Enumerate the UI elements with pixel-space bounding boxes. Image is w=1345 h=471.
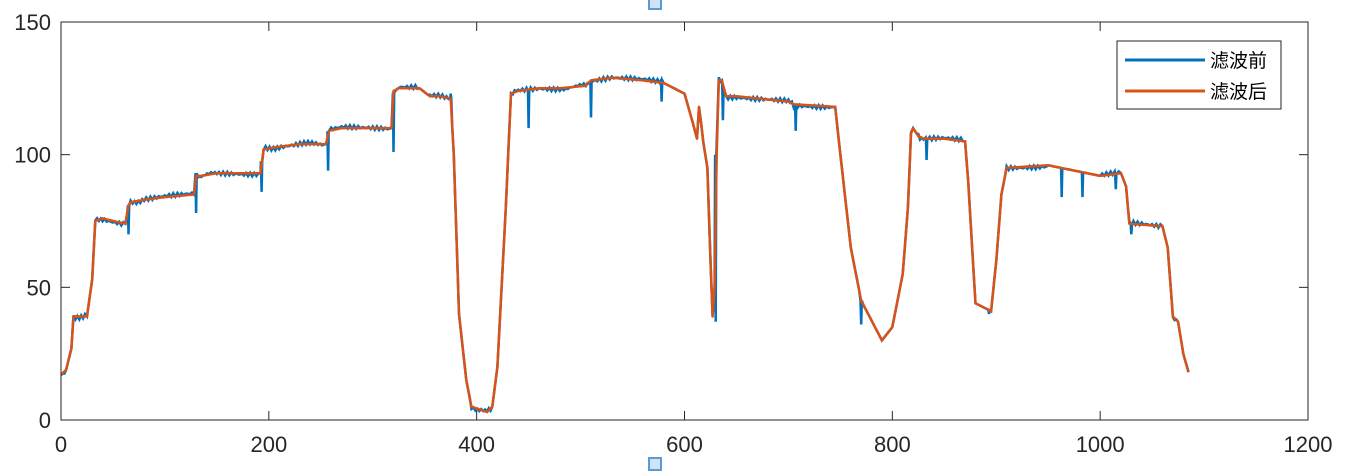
x-tick-label: 1200 xyxy=(1284,432,1333,457)
plot-lines xyxy=(61,73,1190,414)
x-tick-label: 400 xyxy=(458,432,495,457)
legend-label-filtered: 滤波后 xyxy=(1210,81,1267,103)
x-tick-label: 200 xyxy=(250,432,287,457)
legend-label-unfiltered: 滤波前 xyxy=(1210,50,1267,72)
x-tick-label: 0 xyxy=(55,432,67,457)
x-axis-ticks: 0 200 400 600 800 1000 1200 xyxy=(55,22,1333,457)
y-tick-label: 150 xyxy=(14,10,51,35)
legend-box xyxy=(1116,40,1282,110)
resize-handle-top[interactable] xyxy=(648,0,662,10)
x-tick-label: 1000 xyxy=(1076,432,1125,457)
y-tick-label: 50 xyxy=(27,275,51,300)
series-line-unfiltered xyxy=(61,73,1190,414)
series-line-filtered xyxy=(61,76,1190,414)
x-tick-label: 800 xyxy=(874,432,911,457)
y-tick-label: 100 xyxy=(14,143,51,168)
x-tick-label: 600 xyxy=(666,432,703,457)
y-axis-ticks: 0 50 100 150 xyxy=(14,10,1308,433)
legend: 滤波前 滤波后 xyxy=(1116,40,1282,110)
y-tick-label: 0 xyxy=(39,408,51,433)
